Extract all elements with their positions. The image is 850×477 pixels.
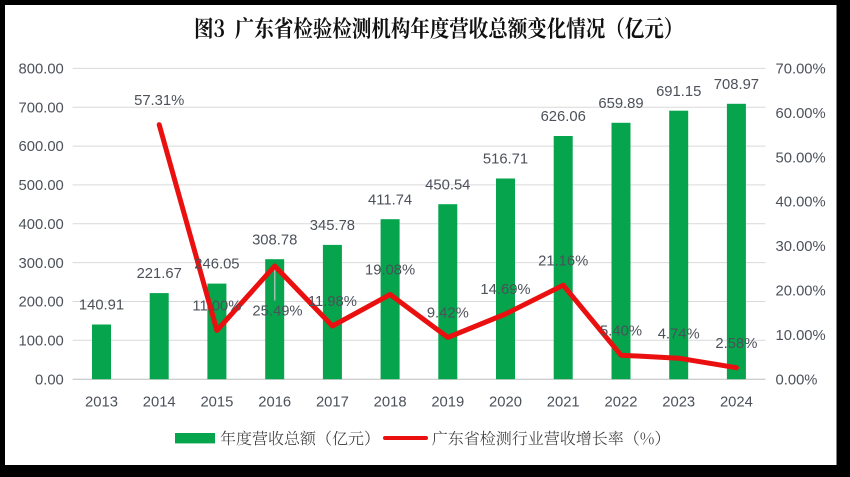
svg-text:140.91: 140.91 xyxy=(79,298,124,314)
svg-text:2024: 2024 xyxy=(720,394,753,410)
svg-text:20.00%: 20.00% xyxy=(776,284,826,300)
svg-text:70.00%: 70.00% xyxy=(776,62,826,78)
svg-text:2014: 2014 xyxy=(143,394,176,410)
svg-text:5.40%: 5.40% xyxy=(600,323,642,339)
svg-text:60.00%: 60.00% xyxy=(776,106,826,122)
svg-text:19.08%: 19.08% xyxy=(365,263,415,279)
svg-text:708.97: 708.97 xyxy=(714,77,759,93)
svg-text:600.00: 600.00 xyxy=(19,139,64,155)
svg-text:57.31%: 57.31% xyxy=(134,93,184,109)
svg-text:246.05: 246.05 xyxy=(194,257,239,273)
svg-text:2017: 2017 xyxy=(316,394,349,410)
svg-text:0.00: 0.00 xyxy=(35,372,64,388)
svg-text:659.89: 659.89 xyxy=(598,96,643,112)
svg-text:691.15: 691.15 xyxy=(656,84,701,100)
svg-text:400.00: 400.00 xyxy=(19,217,64,233)
svg-text:4.74%: 4.74% xyxy=(658,326,700,342)
svg-text:411.74: 411.74 xyxy=(368,192,412,208)
svg-text:2023: 2023 xyxy=(662,394,695,410)
svg-text:2.58%: 2.58% xyxy=(715,336,757,352)
svg-text:14.69%: 14.69% xyxy=(480,282,530,298)
svg-text:345.78: 345.78 xyxy=(310,218,355,234)
svg-text:626.06: 626.06 xyxy=(541,109,586,125)
svg-text:40.00%: 40.00% xyxy=(776,195,826,211)
svg-text:30.00%: 30.00% xyxy=(776,239,826,255)
svg-text:2021: 2021 xyxy=(547,394,580,410)
svg-text:0.00%: 0.00% xyxy=(776,372,818,388)
svg-text:50.00%: 50.00% xyxy=(776,150,826,166)
svg-text:2022: 2022 xyxy=(605,394,638,410)
svg-text:2018: 2018 xyxy=(374,394,407,410)
svg-text:516.71: 516.71 xyxy=(483,152,528,168)
svg-text:300.00: 300.00 xyxy=(19,256,64,272)
svg-text:21.16%: 21.16% xyxy=(538,253,588,269)
svg-text:500.00: 500.00 xyxy=(19,178,64,194)
svg-text:25.49%: 25.49% xyxy=(252,304,302,320)
svg-text:10.00%: 10.00% xyxy=(776,328,826,344)
svg-text:2020: 2020 xyxy=(489,394,522,410)
svg-text:2019: 2019 xyxy=(431,394,464,410)
svg-text:450.54: 450.54 xyxy=(425,177,470,193)
svg-text:308.78: 308.78 xyxy=(252,232,297,248)
svg-text:2016: 2016 xyxy=(258,394,291,410)
svg-text:800.00: 800.00 xyxy=(19,62,64,78)
svg-text:100.00: 100.00 xyxy=(19,333,64,349)
svg-text:2015: 2015 xyxy=(200,394,233,410)
svg-text:2013: 2013 xyxy=(85,394,118,410)
svg-text:11.00%: 11.00% xyxy=(192,299,241,315)
svg-text:700.00: 700.00 xyxy=(19,100,64,116)
svg-text:9.42%: 9.42% xyxy=(427,306,469,322)
svg-text:221.67: 221.67 xyxy=(137,266,182,282)
svg-text:11.98%: 11.98% xyxy=(308,294,357,310)
svg-text:200.00: 200.00 xyxy=(19,295,64,311)
